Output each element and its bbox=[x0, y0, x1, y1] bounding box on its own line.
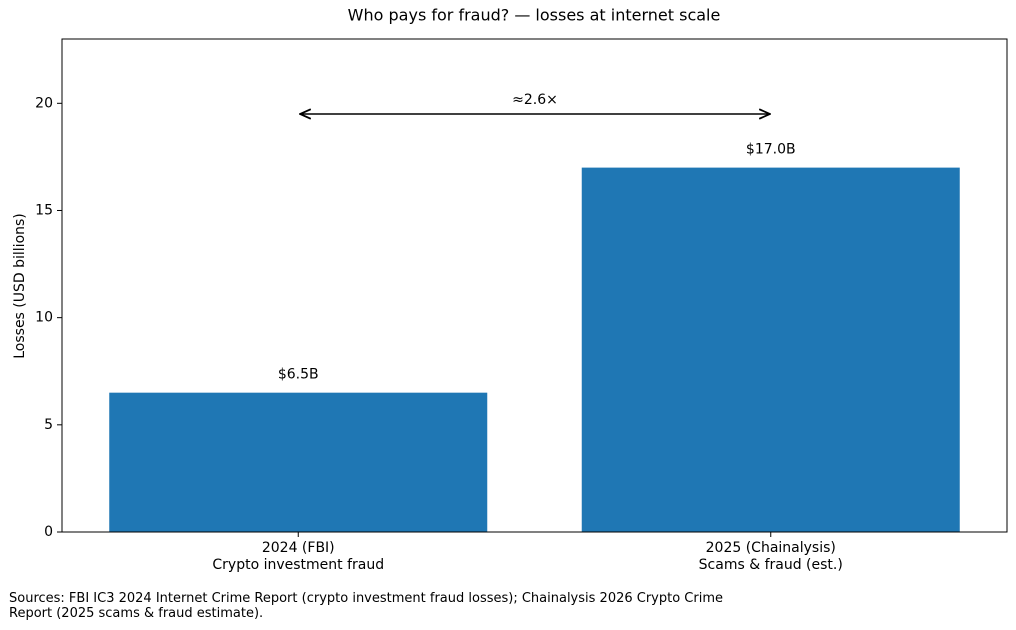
x-tick-label: 2024 (FBI) Crypto investment fraud bbox=[212, 540, 385, 573]
y-tick-label: 5 bbox=[44, 417, 53, 433]
bar bbox=[581, 167, 960, 532]
value-label: $6.5B bbox=[278, 367, 319, 383]
y-tick-label: 10 bbox=[35, 310, 53, 326]
y-axis-label: Losses (USD billions) bbox=[12, 213, 28, 359]
y-tick-label: 15 bbox=[35, 202, 53, 218]
plot-frame bbox=[61, 38, 1008, 533]
value-label: $17.0B bbox=[746, 142, 796, 158]
chart-title: Who pays for fraud? — losses at internet… bbox=[348, 6, 721, 25]
source-note: Sources: FBI IC3 2024 Internet Crime Rep… bbox=[9, 591, 724, 621]
bar bbox=[109, 392, 488, 532]
y-tick-label: 0 bbox=[44, 524, 53, 540]
annotation: ≈2.6× bbox=[512, 92, 558, 108]
y-tick-label: 20 bbox=[35, 95, 53, 111]
x-tick-label: 2025 (Chainalysis) Scams & fraud (est.) bbox=[698, 540, 843, 573]
